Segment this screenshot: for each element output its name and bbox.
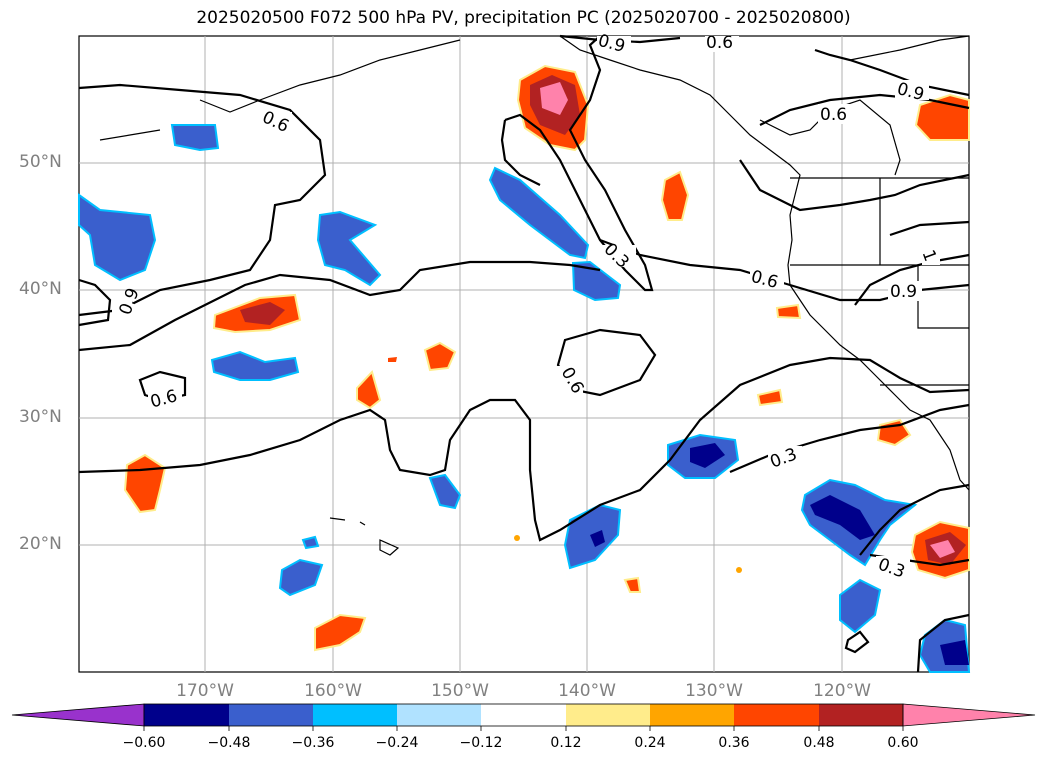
lat-label-40n: 40°N bbox=[19, 279, 62, 299]
lat-label-20n: 20°N bbox=[19, 534, 62, 554]
contour-label: 0.6 bbox=[706, 33, 733, 53]
colorbar-tick-label: 0.36 bbox=[718, 735, 750, 751]
lon-label-130w: 130°W bbox=[685, 681, 743, 701]
colorbar-tick-label: −0.60 bbox=[122, 735, 166, 751]
pv-contours bbox=[78, 34, 970, 673]
coastlines bbox=[99, 35, 970, 556]
contour-label: 0.6 bbox=[820, 105, 847, 125]
colorbar-tick-label: 0.24 bbox=[634, 735, 666, 751]
colorbar-tick-label: 0.12 bbox=[550, 735, 582, 751]
colorbar-extend-low bbox=[11, 703, 145, 727]
precip-negative-areas bbox=[78, 124, 971, 673]
lon-label-120w: 120°W bbox=[813, 681, 871, 701]
lon-label-140w: 140°W bbox=[558, 681, 616, 701]
colorbar bbox=[11, 703, 1036, 731]
colorbar-tick-label: 0.48 bbox=[803, 735, 835, 751]
lon-label-170w: 170°W bbox=[176, 681, 234, 701]
colorbar-tick-label: −0.24 bbox=[375, 735, 419, 751]
map-title: 2025020500 F072 500 hPa PV, precipitatio… bbox=[196, 8, 851, 28]
colorbar-tick-label: 0.60 bbox=[887, 735, 919, 751]
colorbar-tick-label: −0.36 bbox=[291, 735, 335, 751]
colorbar-extend-high bbox=[902, 703, 1036, 727]
lat-label-30n: 30°N bbox=[19, 407, 62, 427]
map-frame bbox=[78, 35, 970, 673]
lon-label-150w: 150°W bbox=[431, 681, 489, 701]
colorbar-tick-label: −0.48 bbox=[207, 735, 251, 751]
lon-label-160w: 160°W bbox=[304, 681, 362, 701]
lat-label-50n: 50°N bbox=[19, 152, 62, 172]
colorbar-tick-label: −0.12 bbox=[459, 735, 503, 751]
contour-label: 0.9 bbox=[890, 282, 917, 302]
